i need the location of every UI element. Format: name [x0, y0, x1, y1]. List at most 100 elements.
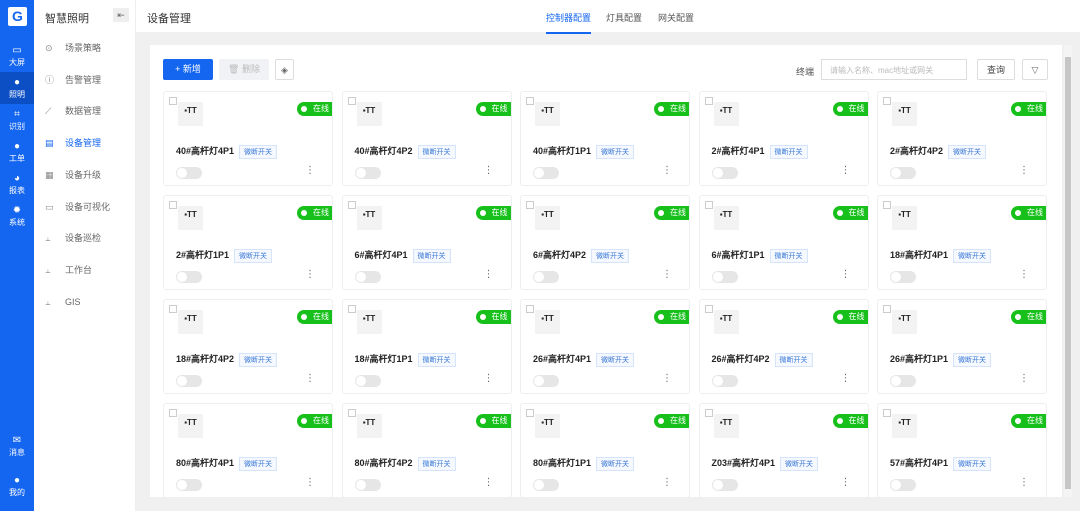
search-input[interactable]: 请输入名称、mac地址或网关 [821, 59, 967, 80]
rail-item[interactable]: ▭ 大屏 [0, 40, 34, 72]
power-toggle[interactable] [533, 375, 559, 387]
more-icon[interactable]: ⋮ [840, 477, 851, 488]
power-toggle[interactable] [176, 479, 202, 491]
power-toggle[interactable] [354, 375, 381, 387]
power-toggle[interactable] [890, 167, 916, 179]
select-checkbox[interactable] [704, 409, 713, 417]
more-icon[interactable]: ⋮ [483, 269, 494, 280]
device-card[interactable]: ▪TT 在线 2#高杆灯1P1 微断开关 ⋮ [163, 195, 333, 290]
scrollbar-thumb[interactable] [1065, 57, 1071, 489]
delete-button[interactable]: 🗑 删除 [219, 59, 269, 80]
device-card[interactable]: ▪TT 在线 40#高杆灯1P1 微断开关 ⋮ [520, 91, 690, 186]
power-toggle[interactable] [354, 271, 381, 283]
rail-item[interactable]: ✹ 系统 [0, 200, 34, 232]
menu-item[interactable]: ⓘ 告警管理 [34, 70, 136, 90]
device-card[interactable]: ▪TT 在线 80#高杆灯1P1 微断开关 ⋮ [520, 403, 690, 498]
device-card[interactable]: ▪TT 在线 6#高杆灯4P2 微断开关 ⋮ [520, 195, 690, 290]
tab-controller-config[interactable]: 控制器配置 [546, 11, 592, 34]
select-checkbox[interactable] [347, 305, 356, 313]
select-checkbox[interactable] [883, 201, 891, 209]
select-checkbox[interactable] [526, 409, 534, 417]
menu-item[interactable]: ⫠ GIS [34, 292, 136, 312]
menu-item[interactable]: ▦ 设备升级 [34, 165, 136, 185]
select-checkbox[interactable] [169, 305, 177, 313]
power-toggle[interactable] [533, 271, 559, 283]
power-toggle[interactable] [890, 375, 916, 387]
select-checkbox[interactable] [169, 201, 177, 209]
select-checkbox[interactable] [347, 97, 356, 105]
select-checkbox[interactable] [169, 97, 177, 105]
select-checkbox[interactable] [526, 305, 534, 313]
more-icon[interactable]: ⋮ [840, 269, 851, 280]
more-icon[interactable]: ⋮ [1019, 269, 1029, 280]
menu-item[interactable]: ⟋ 数据管理 [34, 101, 136, 121]
select-checkbox[interactable] [704, 201, 713, 209]
tab-lamp-config[interactable]: 灯具配置 [606, 13, 643, 23]
power-toggle[interactable] [711, 479, 738, 491]
menu-item[interactable]: ⫠ 工作台 [34, 260, 136, 280]
menu-item[interactable]: ⊙ 场景策略 [34, 38, 136, 58]
more-icon[interactable]: ⋮ [1019, 373, 1029, 384]
layers-icon[interactable]: ◈ [275, 59, 294, 80]
power-toggle[interactable] [711, 375, 738, 387]
select-checkbox[interactable] [883, 305, 891, 313]
device-card[interactable]: ▪TT 在线 18#高杆灯4P1 微断开关 ⋮ [877, 195, 1047, 290]
rail-item[interactable]: ● 照明 [0, 72, 34, 104]
more-icon[interactable]: ⋮ [1019, 477, 1029, 488]
select-checkbox[interactable] [704, 305, 713, 313]
power-toggle[interactable] [711, 167, 738, 179]
device-card[interactable]: ▪TT 在线 26#高杆灯4P1 微断开关 ⋮ [520, 299, 690, 394]
menu-item[interactable]: ⫠ 设备巡检 [34, 228, 136, 248]
power-toggle[interactable] [711, 271, 738, 283]
power-toggle[interactable] [354, 479, 381, 491]
more-icon[interactable]: ⋮ [662, 373, 672, 384]
tab-gateway-config[interactable]: 网关配置 [658, 13, 695, 23]
rail-item[interactable]: ✉ 消息 [0, 430, 34, 462]
more-icon[interactable]: ⋮ [305, 269, 315, 280]
more-icon[interactable]: ⋮ [840, 165, 851, 176]
device-card[interactable]: ▪TT 在线 26#高杆灯1P1 微断开关 ⋮ [877, 299, 1047, 394]
select-checkbox[interactable] [704, 97, 713, 105]
more-icon[interactable]: ⋮ [483, 477, 494, 488]
add-button[interactable]: + 新增 [163, 59, 213, 80]
power-toggle[interactable] [354, 167, 381, 179]
power-toggle[interactable] [176, 271, 202, 283]
select-checkbox[interactable] [347, 201, 356, 209]
device-card[interactable]: ▪TT 在线 57#高杆灯4P1 微断开关 ⋮ [877, 403, 1047, 498]
scrollbar[interactable] [1064, 45, 1072, 497]
device-card[interactable]: ▪TT 在线 6#高杆灯1P1 微断开关 ⋮ [698, 195, 869, 290]
select-checkbox[interactable] [169, 409, 177, 417]
select-checkbox[interactable] [347, 409, 356, 417]
query-button[interactable]: 查询 [977, 59, 1015, 80]
select-checkbox[interactable] [883, 409, 891, 417]
menu-item[interactable]: ▭ 设备可视化 [34, 197, 136, 217]
menu-item[interactable]: ▤ 设备管理 [34, 133, 136, 153]
more-icon[interactable]: ⋮ [483, 165, 494, 176]
power-toggle[interactable] [533, 479, 559, 491]
more-icon[interactable]: ⋮ [662, 165, 672, 176]
device-card[interactable]: ▪TT 在线 6#高杆灯4P1 微断开关 ⋮ [341, 195, 512, 290]
more-icon[interactable]: ⋮ [662, 269, 672, 280]
select-checkbox[interactable] [883, 97, 891, 105]
device-card[interactable]: ▪TT 在线 Z03#高杆灯4P1 微断开关 ⋮ [698, 403, 869, 498]
more-icon[interactable]: ⋮ [662, 477, 672, 488]
device-card[interactable]: ▪TT 在线 40#高杆灯4P2 微断开关 ⋮ [341, 91, 512, 186]
power-toggle[interactable] [176, 375, 202, 387]
device-card[interactable]: ▪TT 在线 80#高杆灯4P2 微断开关 ⋮ [341, 403, 512, 498]
power-toggle[interactable] [890, 271, 916, 283]
device-card[interactable]: ▪TT 在线 26#高杆灯4P2 微断开关 ⋮ [698, 299, 869, 394]
rail-item[interactable]: ● 我的 [0, 470, 34, 502]
more-icon[interactable]: ⋮ [305, 373, 315, 384]
filter-icon[interactable]: ▽ [1022, 59, 1048, 80]
device-card[interactable]: ▪TT 在线 18#高杆灯1P1 微断开关 ⋮ [341, 299, 512, 394]
device-card[interactable]: ▪TT 在线 80#高杆灯4P1 微断开关 ⋮ [163, 403, 333, 498]
power-toggle[interactable] [890, 479, 916, 491]
device-card[interactable]: ▪TT 在线 18#高杆灯4P2 微断开关 ⋮ [163, 299, 333, 394]
more-icon[interactable]: ⋮ [305, 477, 315, 488]
more-icon[interactable]: ⋮ [305, 165, 315, 176]
more-icon[interactable]: ⋮ [1019, 165, 1029, 176]
device-card[interactable]: ▪TT 在线 2#高杆灯4P1 微断开关 ⋮ [698, 91, 869, 186]
collapse-menu-icon[interactable]: ⇤ [113, 8, 129, 22]
select-checkbox[interactable] [526, 201, 534, 209]
power-toggle[interactable] [176, 167, 202, 179]
